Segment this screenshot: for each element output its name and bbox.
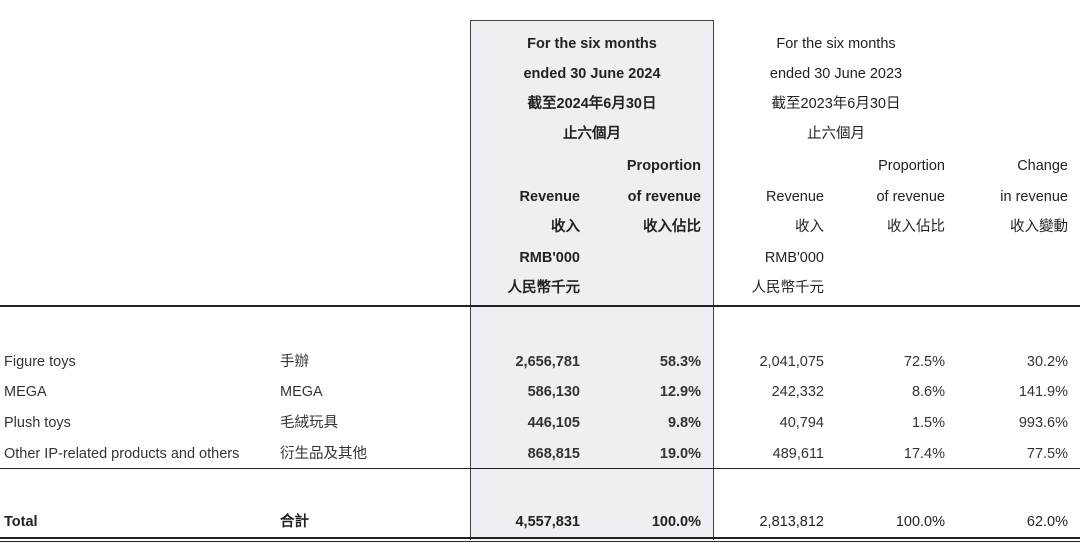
- row-label-zh: 衍生品及其他: [280, 446, 367, 462]
- header-2024-period-zh-2: 止六個月: [563, 126, 621, 142]
- row-prop-2023: 1.5%: [911, 415, 945, 431]
- header-rule: [0, 305, 1080, 307]
- row-prop-2024: 58.3%: [659, 354, 701, 370]
- row-label-zh: 手辦: [280, 354, 309, 370]
- row-prop-2024: 12.9%: [659, 384, 701, 400]
- row-label-zh: 毛絨玩具: [280, 415, 338, 431]
- row-prop-2023: 8.6%: [911, 384, 945, 400]
- row-rev-2024: 586,130: [527, 384, 580, 400]
- total-label-en: Total: [4, 514, 38, 530]
- header-2023-revenue-4: 人民幣千元: [751, 280, 825, 296]
- row-prop-2024: 9.8%: [667, 415, 701, 431]
- header-2024-proportion-1: Proportion: [626, 158, 701, 174]
- header-2024-revenue-4: 人民幣千元: [507, 280, 581, 296]
- header-2023-period-en-2: ended 30 June 2023: [769, 66, 903, 82]
- header-2024-proportion-3: 收入佔比: [643, 219, 701, 235]
- row-label-zh: MEGA: [280, 384, 323, 400]
- header-2024-period-zh-1: 截至2024年6月30日: [527, 96, 657, 112]
- header-2023-period-zh-1: 截至2023年6月30日: [771, 96, 901, 112]
- row-label-en: MEGA: [4, 384, 47, 400]
- header-change-2: in revenue: [1000, 189, 1068, 205]
- total-change: 62.0%: [1026, 514, 1068, 530]
- row-prop-2023: 17.4%: [903, 446, 945, 462]
- header-2024-proportion-2: of revenue: [627, 189, 701, 205]
- row-change: 141.9%: [1018, 384, 1068, 400]
- row-change: 30.2%: [1026, 354, 1068, 370]
- row-rev-2024: 446,105: [527, 415, 580, 431]
- header-2024-revenue-2: 收入: [551, 219, 580, 235]
- row-rev-2023: 489,611: [772, 446, 824, 462]
- total-rev-2024: 4,557,831: [515, 514, 580, 530]
- total-rule-top: [0, 537, 1080, 539]
- total-prop-2024: 100.0%: [651, 514, 701, 530]
- row-change: 77.5%: [1026, 446, 1068, 462]
- total-label-zh: 合計: [280, 514, 309, 530]
- row-label-en: Other IP-related products and others: [4, 446, 240, 462]
- row-rev-2023: 242,332: [771, 384, 824, 400]
- header-2023-proportion-3: 收入佔比: [887, 219, 945, 235]
- total-prop-2023: 100.0%: [895, 514, 945, 530]
- subtotal-rule: [0, 468, 1080, 469]
- row-rev-2024: 2,656,781: [515, 354, 580, 370]
- header-2024-revenue-3: RMB'000: [519, 250, 580, 266]
- row-rev-2023: 40,794: [779, 415, 824, 431]
- header-change-3: 收入變動: [1010, 219, 1068, 235]
- row-prop-2024: 19.0%: [659, 446, 701, 462]
- header-2023-revenue-1: Revenue: [765, 189, 824, 205]
- row-label-en: Figure toys: [4, 354, 76, 370]
- header-2024-period-en-1: For the six months: [527, 36, 657, 52]
- total-rule-bottom: [0, 541, 1080, 542]
- row-prop-2023: 72.5%: [903, 354, 945, 370]
- header-change-1: Change: [1017, 158, 1068, 174]
- total-rev-2023: 2,813,812: [759, 514, 824, 530]
- header-2023-period-zh-2: 止六個月: [807, 126, 865, 142]
- header-2023-revenue-2: 收入: [795, 219, 824, 235]
- row-change: 993.6%: [1018, 415, 1068, 431]
- row-rev-2024: 868,815: [527, 446, 580, 462]
- header-2023-proportion-1: Proportion: [878, 158, 945, 174]
- header-2023-period-en-1: For the six months: [776, 36, 896, 52]
- header-2024-period-en-2: ended 30 June 2024: [523, 66, 661, 82]
- row-label-en: Plush toys: [4, 415, 71, 431]
- header-2023-proportion-2: of revenue: [876, 189, 945, 205]
- header-2023-revenue-3: RMB'000: [764, 250, 824, 266]
- highlight-column-2024: [470, 20, 714, 540]
- row-rev-2023: 2,041,075: [759, 354, 824, 370]
- header-2024-revenue-1: Revenue: [519, 189, 580, 205]
